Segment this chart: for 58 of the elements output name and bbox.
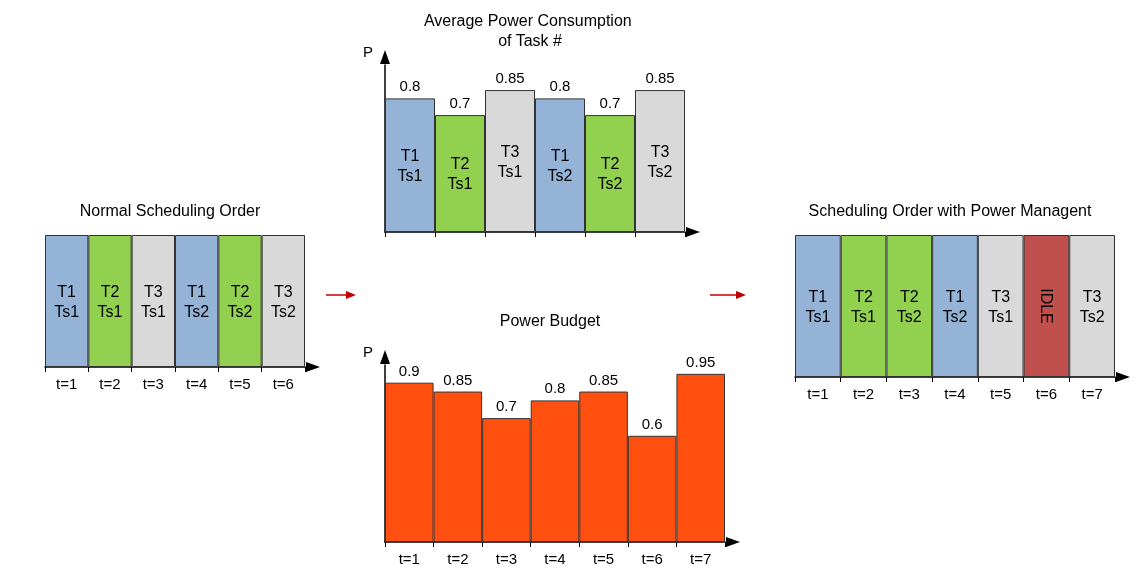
annotation: T1 Ts1 [397, 146, 423, 184]
annotation: T2 Ts2 [896, 287, 922, 325]
x-tick-label: t=1 [56, 374, 78, 392]
annotation: IDLE [1037, 288, 1055, 324]
x-tick-label: t=4 [944, 384, 966, 402]
data-label: 0.95 [686, 352, 716, 370]
annotation: T3 Ts1 [140, 282, 166, 320]
data-label: 0.7 [449, 94, 471, 112]
x-tick-label: t=6 [1035, 384, 1058, 402]
chart-title: Scheduling Order with Power Managent [808, 201, 1092, 219]
x-tick-label: t=4 [186, 374, 208, 392]
x-tick-label: t=5 [990, 384, 1012, 402]
data-label: 0.85 [495, 69, 525, 87]
x-tick-label: t=7 [1081, 384, 1103, 402]
data-label: 0.8 [399, 77, 421, 95]
annotation: T1 Ts1 [54, 282, 80, 320]
annotation: T1 Ts2 [547, 146, 573, 184]
data-label: 0.6 [641, 414, 663, 432]
x-tick-label: t=1 [807, 384, 829, 402]
annotation: T1 Ts1 [805, 287, 831, 325]
annotation: T1 Ts2 [184, 282, 210, 320]
data-label: 0.7 [599, 94, 621, 112]
data-label: 0.85 [443, 370, 473, 388]
data-label: 0.8 [549, 77, 571, 95]
annotation: T2 Ts1 [447, 155, 473, 193]
data-label: 0.7 [496, 397, 517, 415]
x-tick-label: t=6 [641, 549, 663, 567]
x-tick-label: t=3 [142, 374, 164, 392]
annotation: T3 Ts1 [497, 142, 523, 180]
data-label: 0.9 [398, 361, 420, 379]
x-tick-label: t=2 [852, 384, 875, 402]
annotation: T3 Ts2 [1079, 287, 1105, 325]
annotation: T3 Ts1 [988, 287, 1014, 325]
chart-title: Power Budget [499, 311, 601, 329]
x-tick-label: t=2 [447, 549, 469, 567]
data-label: 0.8 [544, 379, 566, 397]
x-tick-label: t=4 [544, 549, 566, 567]
x-tick-label: t=5 [229, 374, 251, 392]
chart-title: Normal Scheduling Order [79, 201, 261, 219]
annotation: T2 Ts2 [227, 282, 253, 320]
annotation: T1 Ts2 [942, 287, 968, 325]
x-tick-label: t=5 [592, 549, 615, 567]
annotation: T2 Ts2 [597, 155, 623, 193]
chart-title: Average Power Consumption of Task # [423, 11, 637, 49]
y-axis-title: P [362, 43, 373, 60]
x-tick-label: t=1 [398, 549, 420, 567]
y-axis-title: P [362, 343, 373, 360]
x-tick-label: t=7 [690, 549, 712, 567]
data-label: 0.85 [645, 69, 675, 87]
x-tick-label: t=3 [495, 549, 518, 567]
annotation: T3 Ts2 [270, 282, 296, 320]
data-label: 0.85 [588, 370, 619, 388]
x-tick-label: t=6 [272, 374, 294, 392]
x-tick-label: t=2 [99, 374, 121, 392]
annotation: T2 Ts1 [97, 282, 123, 320]
annotation: T3 Ts2 [647, 142, 673, 180]
annotation: T2 Ts1 [851, 287, 877, 325]
x-tick-label: t=3 [898, 384, 920, 402]
